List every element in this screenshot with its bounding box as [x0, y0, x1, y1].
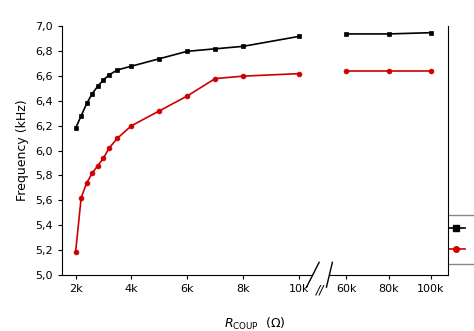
Legend: $F_{(2)}$, $F_{(1)}$: $F_{(2)}$, $F_{(1)}$ [442, 214, 474, 264]
Text: //: // [316, 283, 324, 296]
Text: $R_{\rm COUP}$  $(\Omega)$: $R_{\rm COUP}$ $(\Omega)$ [224, 316, 286, 331]
Y-axis label: Frequency (kHz): Frequency (kHz) [17, 100, 29, 202]
